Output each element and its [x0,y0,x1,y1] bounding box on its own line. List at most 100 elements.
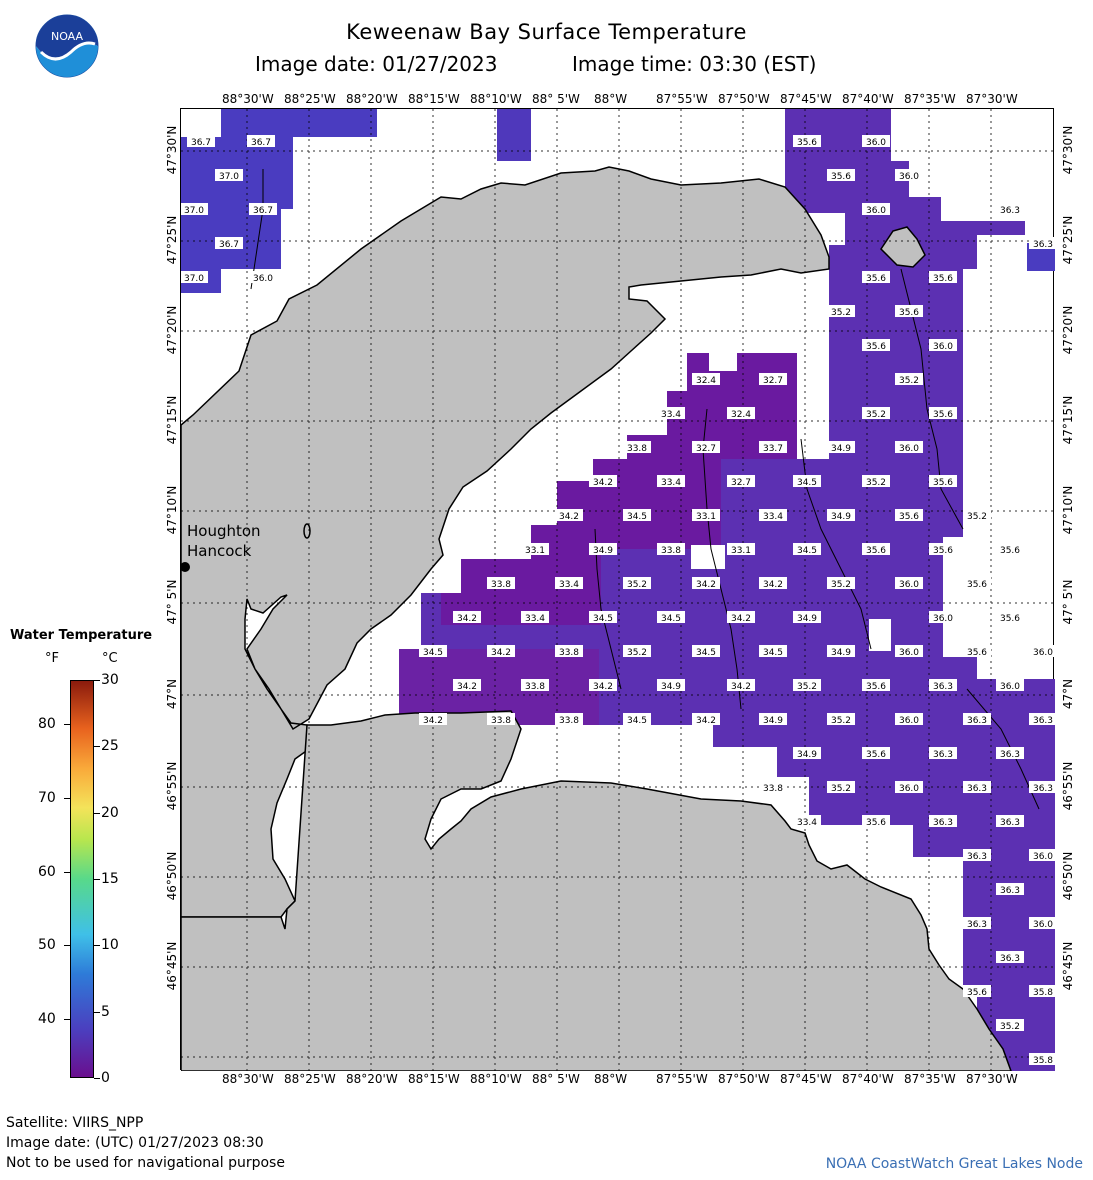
svg-text:35.8: 35.8 [1033,988,1053,998]
svg-text:35.6: 35.6 [866,274,886,284]
legend-title: Water Temperature [10,628,153,643]
temperature-label: 35.6 [929,543,957,556]
svg-text:33.4: 33.4 [661,410,681,420]
svg-text:33.1: 33.1 [696,512,716,522]
temperature-label: 33.8 [759,781,787,794]
land-tiny-island [303,523,311,539]
lon-label: 88° 5'W [532,92,580,106]
temperature-label: 34.9 [793,747,821,760]
temperature-label: 34.5 [793,475,821,488]
temperature-label: 37.0 [215,169,243,182]
noaa-logo-icon: NOAA [35,14,99,78]
temperature-label: 36.0 [996,679,1024,692]
lon-label: 87°40'W [842,92,894,106]
temperature-label: 33.8 [555,645,583,658]
lat-label: 47°30'N [1061,125,1075,175]
temperature-label: 34.2 [453,611,481,624]
temperature-label: 35.2 [827,713,855,726]
temperature-label: 36.3 [963,917,991,930]
svg-text:34.5: 34.5 [797,478,817,488]
temperature-label: 34.2 [555,509,583,522]
temperature-label: 34.2 [692,713,720,726]
footer-credit: NOAA CoastWatch Great Lakes Node [825,1156,1083,1172]
svg-text:36.3: 36.3 [967,920,987,930]
lat-label: 46°45'N [165,941,179,991]
svg-text:34.2: 34.2 [491,648,511,658]
temperature-label: 35.6 [996,611,1024,624]
temperature-label: 36.0 [1029,645,1057,658]
svg-text:35.2: 35.2 [899,376,919,386]
temperature-label: 35.6 [963,577,991,590]
temperature-label: 33.8 [487,577,515,590]
temperature-label: 36.3 [1029,237,1057,250]
temperature-label: 34.2 [692,577,720,590]
lon-label: 88°W [594,92,628,106]
isotherm-lines [250,169,1040,810]
svg-text:36.0: 36.0 [899,648,919,658]
water-area-north-small [497,109,531,161]
temperature-label: 34.9 [827,509,855,522]
svg-text:34.2: 34.2 [559,512,579,522]
lat-label: 47°15'N [165,395,179,445]
svg-text:35.8: 35.8 [1033,1056,1053,1066]
water-gap [691,545,725,569]
svg-text:35.6: 35.6 [866,682,886,692]
temperature-label: 35.2 [623,577,651,590]
svg-text:34.2: 34.2 [423,716,443,726]
svg-text:36.0: 36.0 [1033,920,1053,930]
svg-text:33.4: 33.4 [559,580,579,590]
svg-text:36.0: 36.0 [253,274,273,284]
lat-label: 47° 5'N [165,579,179,625]
lon-label: 87°45'W [780,1072,832,1086]
svg-text:33.8: 33.8 [559,648,579,658]
temperature-label: 32.4 [727,407,755,420]
temperature-label: 34.9 [793,611,821,624]
lat-label: 46°45'N [1061,941,1075,991]
temperature-label: 36.7 [187,135,215,148]
lon-label: 88° 5'W [532,1072,580,1086]
svg-text:34.5: 34.5 [627,716,647,726]
svg-text:34.2: 34.2 [696,580,716,590]
svg-text:34.2: 34.2 [593,478,613,488]
temperature-label: 34.5 [623,713,651,726]
temperature-label: 36.0 [895,169,923,182]
svg-text:34.9: 34.9 [831,444,851,454]
lon-label: 87°35'W [904,92,956,106]
svg-text:35.6: 35.6 [967,648,987,658]
svg-text:36.7: 36.7 [251,138,271,148]
svg-text:34.9: 34.9 [831,512,851,522]
svg-text:35.6: 35.6 [831,172,851,182]
temperature-label: 36.0 [895,781,923,794]
temperature-label: 36.0 [249,271,277,284]
svg-text:34.9: 34.9 [797,614,817,624]
legend-tick-mark [94,1078,100,1079]
temperature-label: 33.7 [759,441,787,454]
lon-label: 87°55'W [656,92,708,106]
temperature-label: 35.6 [862,815,890,828]
legend-unit-c: °C [102,651,118,666]
temperature-label: 32.4 [692,373,720,386]
svg-text:36.7: 36.7 [191,138,211,148]
water-area-northeast [399,109,1055,1071]
lon-label: 87°40'W [842,1072,894,1086]
temperature-label: 36.0 [895,645,923,658]
temperature-label: 36.3 [929,747,957,760]
svg-text:37.0: 37.0 [184,206,204,216]
legend-tick-mark [64,724,70,726]
lon-label: 88°10'W [470,1072,522,1086]
svg-text:33.1: 33.1 [525,546,545,556]
lat-label: 47°25'N [165,215,179,265]
footer-utc-date: Image date: (UTC) 01/27/2023 08:30 [6,1135,264,1151]
water-gap [869,619,891,651]
temperature-label: 34.2 [589,679,617,692]
svg-text:35.2: 35.2 [967,512,987,522]
temperature-label: 35.6 [996,543,1024,556]
image-date: Image date: 01/27/2023 [255,52,498,76]
lon-label: 87°30'W [966,1072,1018,1086]
temperature-label: 36.3 [996,883,1024,896]
svg-text:36.0: 36.0 [899,172,919,182]
lon-label: 87°50'W [718,92,770,106]
lat-label: 46°50'N [1061,851,1075,901]
svg-text:35.2: 35.2 [627,648,647,658]
svg-text:36.3: 36.3 [967,716,987,726]
